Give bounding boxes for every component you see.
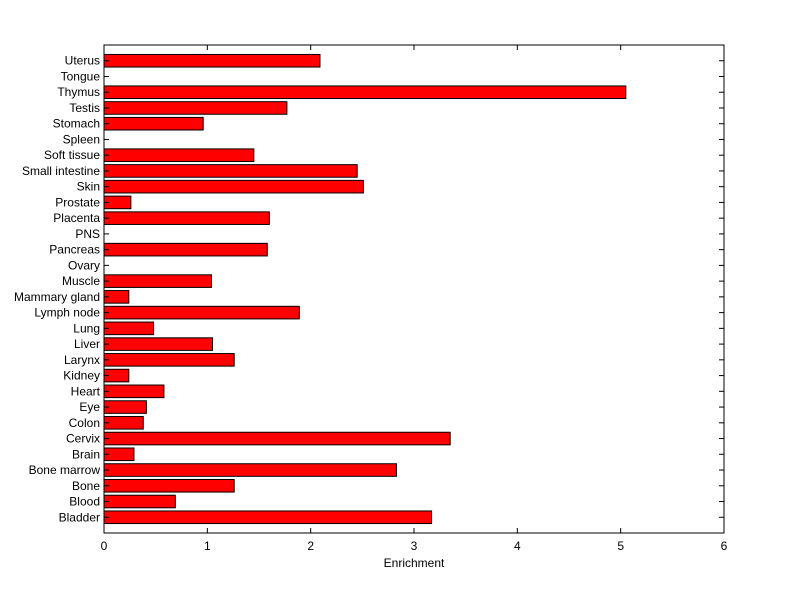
bar-colon [103,416,144,430]
x-axis-label: Enrichment [384,556,445,570]
y-tick-label: PNS [75,227,100,241]
y-tick-label: Colon [69,416,100,430]
bar-liver [103,337,213,351]
y-tick-label: Blood [69,495,100,509]
x-tick-labels: 0 1 2 3 4 5 6 [101,539,728,553]
y-tick-label: Lymph node [34,306,100,320]
bar-uterus [103,53,321,68]
bar-thymus [103,85,627,100]
bar-lung [103,321,155,336]
x-tick-label: 3 [411,539,418,553]
bar-small-intestine [103,164,358,178]
x-tick-label: 1 [204,539,211,553]
y-tick-label: Prostate [55,195,100,209]
bar-skin [103,179,364,194]
bar-bone [103,478,235,493]
y-tick-label: Bladder [59,510,100,524]
bar-bone-marrow [103,463,397,477]
y-tick-label: Mammary gland [14,290,100,304]
bar-bladder [103,510,433,525]
y-tick-label: Eye [79,400,100,414]
x-tick-label: 2 [307,539,314,553]
bar-stomach [103,116,204,131]
y-tick-label: Bone [72,479,100,493]
bar-larynx [103,353,235,367]
plot-area [104,45,724,533]
bar-placenta [103,211,270,225]
bar-muscle [103,274,212,288]
y-tick-label: Heart [71,384,101,398]
y-tick-label: Small intestine [22,164,100,178]
y-tick-label: Pancreas [49,243,100,257]
bar-eye [103,400,147,414]
y-tick-label: Soft tissue [44,148,100,162]
y-tick-label: Bone marrow [29,463,101,477]
ticks-group [103,45,725,533]
y-tick-label: Placenta [53,211,100,225]
bar-testis [103,101,288,115]
y-tick-label: Thymus [57,85,100,99]
bar-lymph-node [103,305,300,320]
y-tick-label: Skin [77,180,100,194]
bar-pancreas [103,242,268,257]
x-tick-label: 4 [514,539,521,553]
y-tick-label: Kidney [63,369,100,383]
y-tick-label: Lung [73,321,100,335]
x-tick-label: 5 [617,539,624,553]
y-tick-label: Larynx [64,353,100,367]
y-tick-label: Brain [72,447,100,461]
y-tick-label: Testis [69,101,100,115]
plot-frame [103,44,725,534]
y-tick-label: Muscle [62,274,100,288]
y-tick-label: Tongue [61,69,101,83]
bar-blood [103,494,176,509]
bar-cervix [103,431,451,446]
y-tick-label: Ovary [68,258,100,272]
x-tick-label: 6 [721,539,728,553]
y-tick-label: Uterus [65,54,100,68]
bar-soft-tissue [103,148,255,162]
x-tick-label: 0 [101,539,108,553]
bar-heart [103,384,165,399]
y-tick-label: Liver [74,337,100,351]
y-tick-label: Spleen [63,132,100,146]
y-tick-label: Stomach [53,117,100,131]
y-tick-label: Cervix [66,432,100,446]
